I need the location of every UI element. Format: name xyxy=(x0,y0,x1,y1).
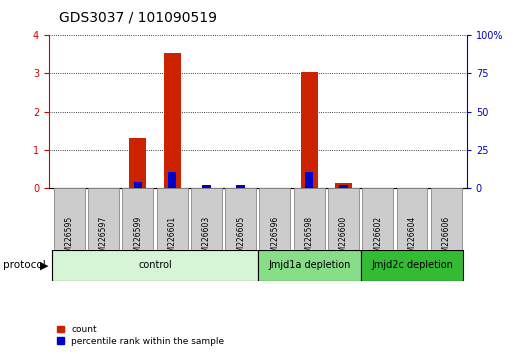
Bar xyxy=(305,172,313,188)
FancyBboxPatch shape xyxy=(52,250,258,281)
FancyBboxPatch shape xyxy=(431,188,462,250)
Text: GSM226598: GSM226598 xyxy=(305,216,313,262)
Bar xyxy=(236,184,245,188)
Bar xyxy=(164,52,181,188)
FancyBboxPatch shape xyxy=(260,188,290,250)
Legend: count, percentile rank within the sample: count, percentile rank within the sample xyxy=(53,321,228,349)
Text: Jmjd1a depletion: Jmjd1a depletion xyxy=(268,261,350,270)
Text: GSM226601: GSM226601 xyxy=(168,216,176,262)
Bar xyxy=(301,72,318,188)
Text: GSM226599: GSM226599 xyxy=(133,216,142,262)
Bar xyxy=(339,184,348,188)
Text: GDS3037 / 101090519: GDS3037 / 101090519 xyxy=(59,11,217,25)
FancyBboxPatch shape xyxy=(328,188,359,250)
Bar xyxy=(202,185,211,188)
Text: GSM226595: GSM226595 xyxy=(65,216,74,262)
FancyBboxPatch shape xyxy=(361,250,463,281)
Text: GSM226604: GSM226604 xyxy=(407,216,417,262)
Text: protocol: protocol xyxy=(3,261,45,270)
Bar xyxy=(129,138,146,188)
FancyBboxPatch shape xyxy=(294,188,325,250)
FancyBboxPatch shape xyxy=(156,188,188,250)
Text: Jmjd2c depletion: Jmjd2c depletion xyxy=(371,261,453,270)
Text: control: control xyxy=(138,261,172,270)
FancyBboxPatch shape xyxy=(258,250,361,281)
FancyBboxPatch shape xyxy=(397,188,427,250)
FancyBboxPatch shape xyxy=(362,188,393,250)
Bar xyxy=(133,182,142,188)
Text: GSM226602: GSM226602 xyxy=(373,216,382,262)
FancyBboxPatch shape xyxy=(225,188,256,250)
Text: GSM226606: GSM226606 xyxy=(442,216,451,262)
FancyBboxPatch shape xyxy=(54,188,85,250)
Text: GSM226597: GSM226597 xyxy=(99,216,108,262)
Bar xyxy=(335,183,352,188)
Text: GSM226600: GSM226600 xyxy=(339,216,348,262)
FancyBboxPatch shape xyxy=(191,188,222,250)
FancyBboxPatch shape xyxy=(88,188,119,250)
Text: ▶: ▶ xyxy=(40,261,48,270)
Bar xyxy=(168,172,176,188)
Text: GSM226603: GSM226603 xyxy=(202,216,211,262)
Text: GSM226596: GSM226596 xyxy=(270,216,280,262)
FancyBboxPatch shape xyxy=(123,188,153,250)
Text: GSM226605: GSM226605 xyxy=(236,216,245,262)
